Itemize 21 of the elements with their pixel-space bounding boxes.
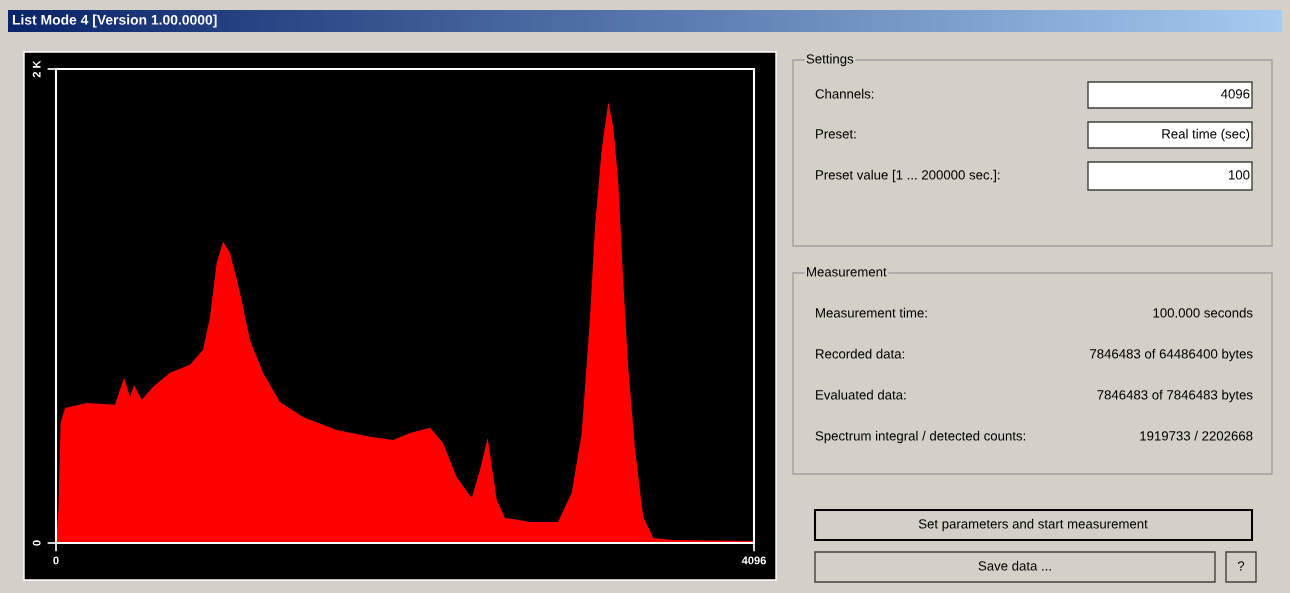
text: 4096 (1220, 89, 1250, 99)
text: Preset value [1 ... 200000 sec.]: (816, 169, 1000, 183)
chart-title: List Mode 4 [Version 1.00.0000] (12, 14, 217, 28)
text: Preset: (816, 129, 856, 139)
text: 100 (1228, 170, 1250, 180)
text: Channels: (815, 88, 874, 99)
text: Evaluated data: (816, 389, 906, 400)
text: Real time (sec) (1162, 128, 1250, 142)
text: ? (1237, 561, 1245, 571)
text: Spectrum integral / detected counts: (815, 430, 1026, 444)
text: 7846483 of 7846483 bytes (1097, 389, 1253, 403)
text: 7846483 of 64486400 bytes (1090, 348, 1253, 362)
text: 100.000 seconds (1153, 307, 1253, 318)
text: Measurement (807, 267, 887, 277)
text: Recorded data: (816, 348, 905, 359)
text: Set parameters and start measurement (918, 518, 1148, 532)
y-tick-label: 2 K (32, 60, 41, 78)
text: Measurement time: (816, 307, 927, 318)
text: Save data ... (978, 560, 1051, 571)
text: 1919733 / 2202668 (1140, 430, 1253, 441)
text: Settings (806, 53, 854, 67)
